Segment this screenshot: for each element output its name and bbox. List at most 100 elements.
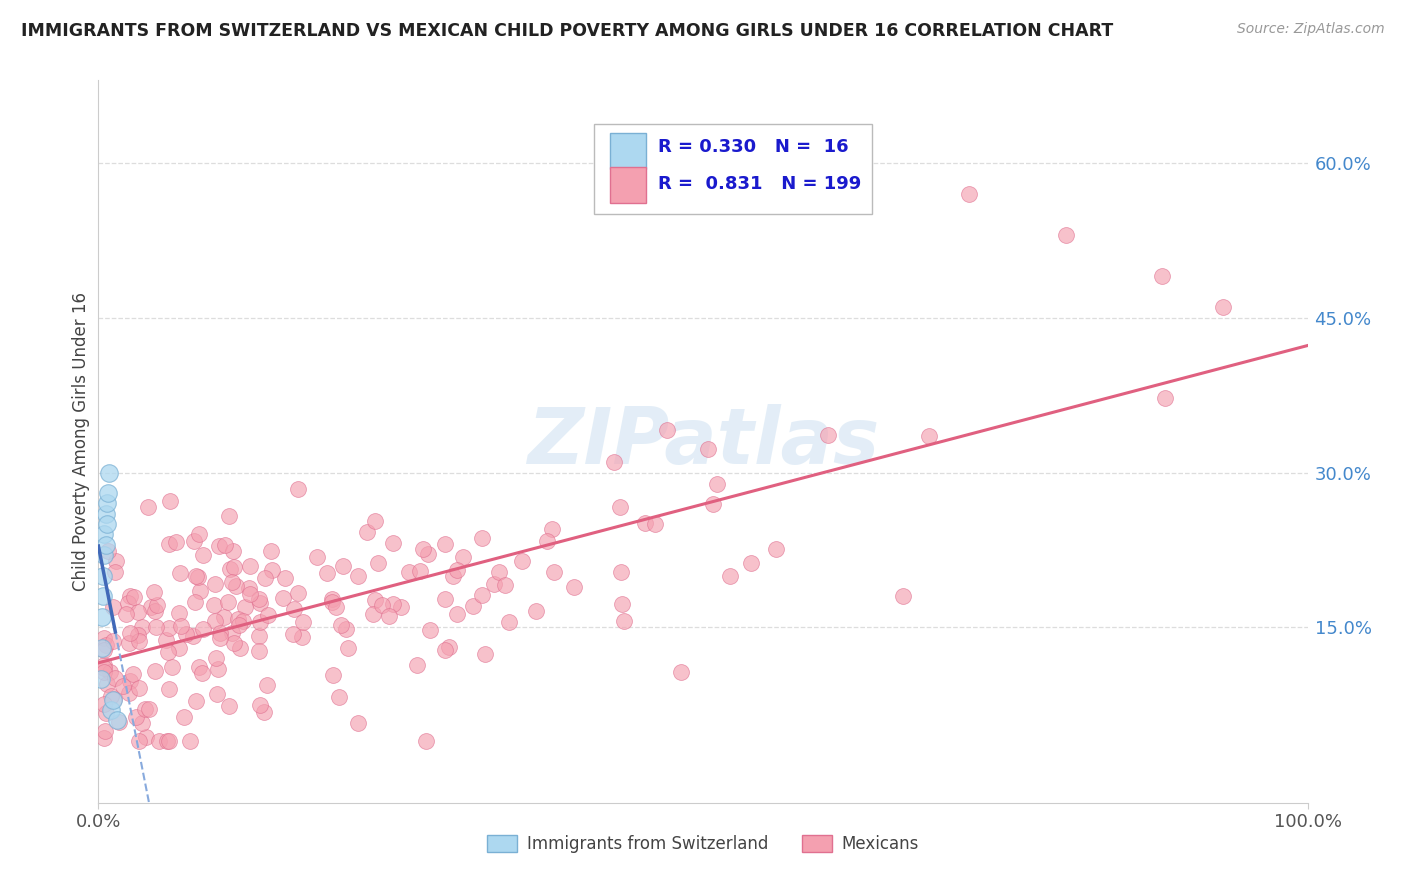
- Point: [337, 641, 360, 656]
- Point: [174, 627, 197, 641]
- Point: [321, 595, 343, 609]
- Point: [165, 534, 187, 549]
- Point: [543, 565, 565, 579]
- Point: [135, 730, 157, 744]
- Point: [183, 595, 205, 609]
- Point: [91, 568, 114, 582]
- Text: R =  0.831   N = 199: R = 0.831 N = 199: [658, 175, 862, 193]
- Point: [347, 716, 370, 731]
- Point: [718, 568, 741, 582]
- Point: [471, 588, 494, 602]
- Point: [332, 558, 354, 573]
- Point: [136, 500, 159, 515]
- Point: [228, 641, 250, 656]
- Point: [218, 508, 240, 523]
- Point: [398, 565, 420, 579]
- Point: [93, 731, 115, 745]
- Point: [188, 583, 211, 598]
- Point: [474, 648, 496, 662]
- Point: [108, 714, 131, 729]
- Point: [260, 543, 283, 558]
- Point: [131, 716, 153, 731]
- Point: [191, 665, 214, 680]
- Point: [118, 686, 141, 700]
- Point: [173, 710, 195, 724]
- Point: [105, 713, 128, 727]
- Point: [239, 558, 262, 573]
- Point: [325, 599, 347, 614]
- Point: [416, 548, 439, 562]
- Point: [208, 625, 231, 640]
- Point: [541, 522, 564, 536]
- Point: [232, 615, 254, 629]
- Point: [162, 660, 184, 674]
- Point: [193, 622, 215, 636]
- Point: [292, 615, 315, 629]
- Point: [191, 548, 214, 562]
- Point: [441, 568, 464, 582]
- Point: [157, 536, 180, 550]
- Point: [463, 599, 485, 613]
- Point: [145, 664, 167, 678]
- Point: [104, 554, 127, 568]
- Point: [253, 705, 276, 719]
- Point: [184, 568, 207, 582]
- Point: [287, 482, 309, 496]
- Point: [125, 710, 148, 724]
- Point: [118, 636, 141, 650]
- Point: [127, 628, 149, 642]
- Point: [139, 599, 162, 614]
- Point: [891, 589, 914, 603]
- Point: [702, 497, 724, 511]
- Point: [103, 671, 125, 685]
- Point: [170, 618, 193, 632]
- Point: [131, 620, 153, 634]
- Point: [187, 527, 209, 541]
- Point: [184, 694, 207, 708]
- Point: [155, 633, 177, 648]
- Point: [115, 607, 138, 621]
- Point: [93, 658, 115, 673]
- Point: [1154, 391, 1177, 405]
- Point: [562, 580, 585, 594]
- Point: [204, 615, 226, 629]
- Point: [118, 626, 141, 640]
- Point: [100, 703, 122, 717]
- Point: [321, 592, 343, 607]
- Point: [233, 599, 256, 614]
- Point: [205, 686, 228, 700]
- Point: [356, 524, 378, 539]
- Point: [382, 597, 405, 611]
- Legend: Immigrants from Switzerland, Mexicans: Immigrants from Switzerland, Mexicans: [481, 828, 925, 860]
- Point: [364, 592, 387, 607]
- Point: [609, 565, 631, 579]
- Text: Source: ZipAtlas.com: Source: ZipAtlas.com: [1237, 22, 1385, 37]
- FancyBboxPatch shape: [610, 167, 647, 203]
- Point: [316, 566, 339, 580]
- Point: [247, 644, 270, 658]
- Point: [93, 527, 115, 541]
- Point: [103, 691, 125, 706]
- Point: [212, 609, 235, 624]
- Point: [249, 615, 271, 630]
- Point: [157, 734, 180, 748]
- Point: [156, 734, 179, 748]
- Point: [471, 531, 494, 545]
- Point: [1212, 301, 1234, 315]
- Point: [415, 734, 437, 748]
- Text: ZIPatlas: ZIPatlas: [527, 403, 879, 480]
- Point: [307, 549, 329, 564]
- Point: [335, 622, 357, 636]
- Point: [378, 609, 401, 624]
- FancyBboxPatch shape: [595, 124, 872, 214]
- Point: [484, 577, 506, 591]
- Point: [179, 734, 201, 748]
- Text: R = 0.330   N =  16: R = 0.330 N = 16: [658, 138, 849, 156]
- Point: [205, 651, 228, 665]
- Point: [98, 466, 121, 480]
- Point: [96, 639, 118, 653]
- Point: [103, 599, 125, 614]
- Point: [1152, 269, 1174, 284]
- Point: [419, 623, 441, 637]
- Point: [159, 494, 181, 508]
